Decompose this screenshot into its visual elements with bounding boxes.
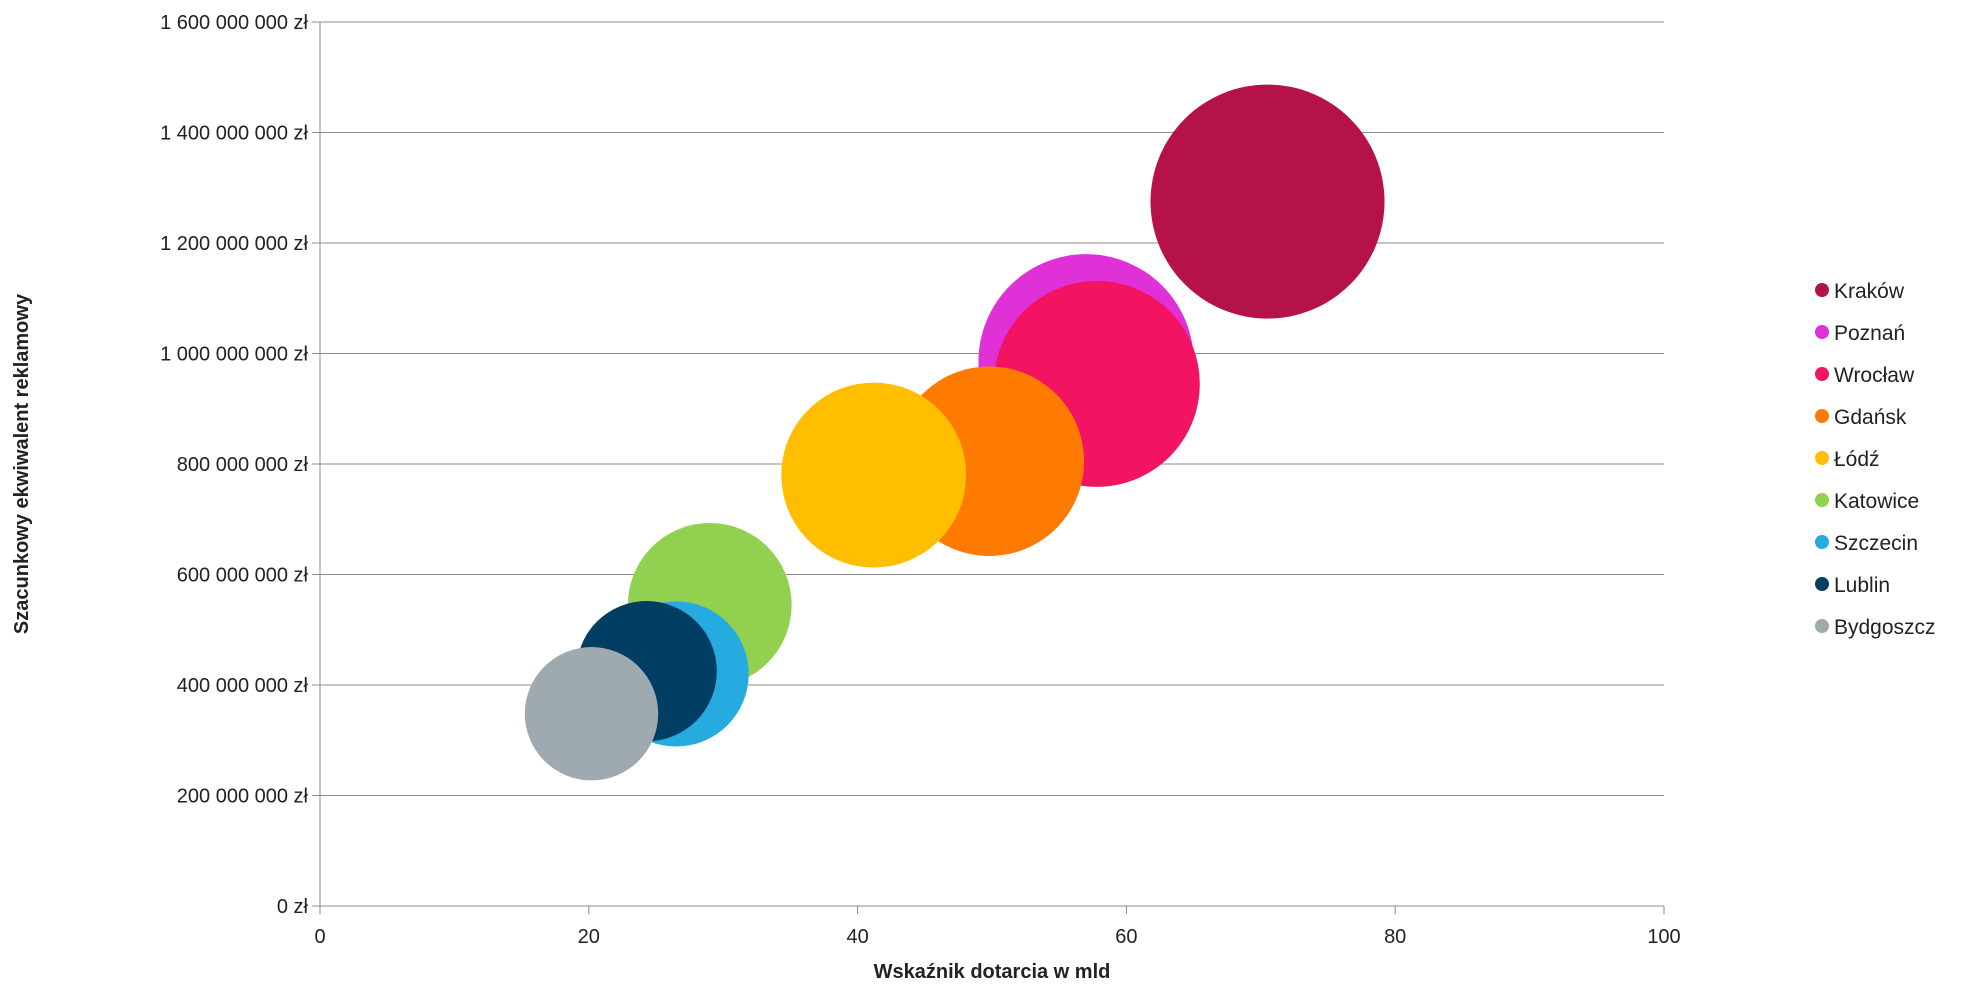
x-tick-label: 100 xyxy=(1647,926,1680,948)
legend-label: Poznań xyxy=(1834,322,1905,345)
y-tick-label: 0 zł xyxy=(277,896,309,918)
y-tick-label: 400 000 000 zł xyxy=(177,675,309,697)
legend-marker xyxy=(1815,493,1829,507)
legend-marker xyxy=(1815,577,1829,591)
y-tick-label: 1 600 000 000 zł xyxy=(160,12,308,34)
legend-marker xyxy=(1815,451,1829,465)
y-tick-label: 1 200 000 000 zł xyxy=(160,233,308,255)
bubble-Kraków xyxy=(1150,84,1385,319)
legend-label: Katowice xyxy=(1834,490,1919,513)
y-tick-label: 1 400 000 000 zł xyxy=(160,123,308,145)
y-tick-label: 600 000 000 zł xyxy=(177,565,309,587)
legend-label: Kraków xyxy=(1834,280,1905,303)
legend-label: Łódź xyxy=(1834,448,1880,471)
x-tick-label: 80 xyxy=(1384,926,1406,948)
y-axis-title: Szacunkowy ekwiwalent reklamowy xyxy=(11,293,33,634)
bubble-Bydgoszcz xyxy=(524,647,659,781)
y-tick-label: 1 000 000 000 zł xyxy=(160,344,308,366)
legend-marker xyxy=(1815,409,1829,423)
x-tick-label: 60 xyxy=(1115,926,1137,948)
x-tick-label: 40 xyxy=(846,926,868,948)
legend-label: Lublin xyxy=(1834,574,1890,597)
legend-marker xyxy=(1815,367,1829,381)
y-tick-label: 200 000 000 zł xyxy=(177,786,309,808)
legend-marker xyxy=(1815,325,1829,339)
y-tick-label: 800 000 000 zł xyxy=(177,454,309,476)
x-tick-label: 20 xyxy=(578,926,600,948)
legend-label: Gdańsk xyxy=(1834,406,1907,429)
legend-label: Wrocław xyxy=(1834,364,1915,387)
legend-label: Bydgoszcz xyxy=(1834,616,1936,639)
axes: 0 zł 200 000 000 zł 400 000 000 zł 600 000 … xyxy=(160,12,1681,948)
bubble-Łódź xyxy=(781,382,967,568)
x-axis-title: Wskaźnik dotarcia w mld xyxy=(874,961,1111,983)
legend-marker xyxy=(1815,619,1829,633)
legend-label: Szczecin xyxy=(1834,532,1918,555)
x-tick-label: 0 xyxy=(314,926,325,948)
legend-marker xyxy=(1815,535,1829,549)
bubbles xyxy=(524,84,1385,781)
legend-marker xyxy=(1815,283,1829,297)
legend: Kraków Poznań Wrocław Gdańsk Łódź Katowice Szc… xyxy=(1815,280,1936,639)
